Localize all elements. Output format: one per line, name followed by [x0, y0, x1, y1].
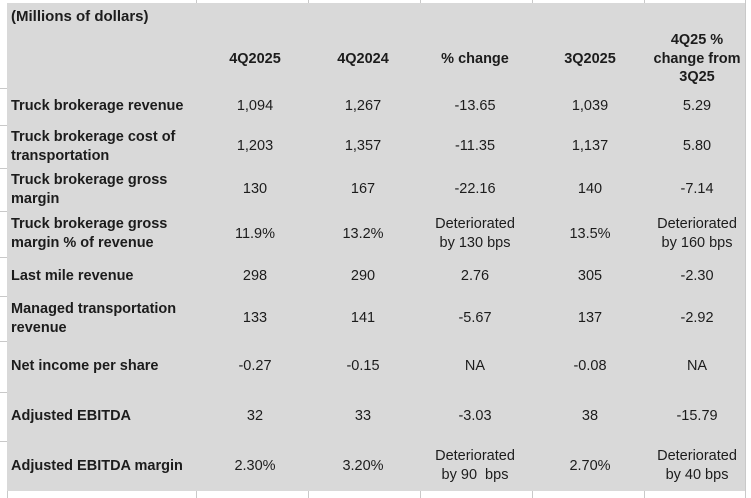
cell: 2.30% — [234, 457, 276, 474]
cell: 290 — [350, 268, 376, 285]
table-row: Truck brokerage gross margin % of revenu… — [7, 211, 745, 257]
row-label: Last mile revenue — [11, 268, 134, 285]
cell: -0.08 — [573, 358, 607, 375]
gridline-tick — [0, 168, 7, 169]
column-header-blank — [7, 30, 203, 88]
cell: -0.27 — [238, 358, 272, 375]
cell: 13.2% — [342, 225, 384, 242]
cell: Deteriorated by 130 bps — [435, 216, 515, 251]
gridline-tick — [308, 0, 309, 3]
row-label: Adjusted EBITDA margin — [11, 457, 183, 474]
cell: -3.03 — [458, 408, 492, 425]
cell: Deteriorated by 160 bps — [657, 216, 737, 251]
table-title-row: (Millions of dollars) — [7, 3, 745, 30]
table-row: Net income per share -0.27 -0.15 NA -0.0… — [7, 341, 745, 392]
gridline-tick — [644, 491, 645, 498]
gridline-tick — [196, 491, 197, 498]
gridline-tick — [7, 491, 8, 498]
gridline-tick — [644, 0, 645, 3]
cell: 1,357 — [344, 138, 382, 155]
row-label: Managed transportation revenue — [11, 300, 177, 336]
column-header-pct-change: % change — [441, 50, 509, 67]
table-row: Last mile revenue 298 290 2.76 305 -2.30 — [7, 257, 745, 296]
cell: 2.76 — [460, 268, 490, 285]
gridline-tick — [0, 441, 7, 442]
cell: NA — [686, 358, 708, 375]
cell: Deteriorated by 40 bps — [657, 448, 737, 483]
cell: 3.20% — [342, 457, 384, 474]
gridline-tick — [0, 211, 7, 212]
cell: 1,203 — [236, 138, 274, 155]
cell: -2.92 — [680, 310, 714, 327]
gridline-tick — [196, 0, 197, 3]
cell: -0.15 — [346, 358, 380, 375]
cell: 133 — [242, 310, 268, 327]
cell: -15.79 — [676, 408, 718, 425]
cell: 5.80 — [682, 138, 712, 155]
gridline-tick — [0, 392, 7, 393]
gridline-tick — [0, 257, 7, 258]
cell: 13.5% — [569, 225, 611, 242]
cell: 305 — [577, 268, 603, 285]
column-header-4q25-change-from-3q25: 4Q25 % change from 3Q25 — [653, 31, 741, 86]
gridline-tick — [0, 125, 7, 126]
cell: 298 — [242, 268, 268, 285]
gridline-tick — [532, 491, 533, 498]
cell: 33 — [354, 408, 372, 425]
cell: -13.65 — [454, 98, 496, 115]
cell: 167 — [350, 181, 376, 198]
column-header-4q2024: 4Q2024 — [337, 50, 389, 67]
gridline-tick — [0, 88, 7, 89]
cell: 140 — [577, 181, 603, 198]
row-label: Truck brokerage revenue — [11, 98, 184, 115]
table-row: Truck brokerage gross margin 130 167 -22… — [7, 168, 745, 211]
gridline-tick — [745, 0, 746, 498]
column-header-row: 4Q2025 4Q2024 % change 3Q2025 4Q25 % cha… — [7, 30, 745, 88]
cell: -7.14 — [680, 181, 714, 198]
cell: 1,039 — [571, 98, 609, 115]
table-row: Adjusted EBITDA margin 2.30% 3.20% Deter… — [7, 441, 745, 491]
gridline-tick — [0, 341, 7, 342]
cell: 137 — [577, 310, 603, 327]
cell: -22.16 — [454, 181, 496, 198]
row-label: Truck brokerage cost of transportation — [11, 128, 176, 164]
column-header-4q2025: 4Q2025 — [229, 50, 281, 67]
cell: -5.67 — [458, 310, 492, 327]
gridline-tick — [420, 491, 421, 498]
cell: 11.9% — [234, 225, 276, 242]
cell: 1,137 — [571, 138, 609, 155]
table-row: Truck brokerage cost of transportation 1… — [7, 125, 745, 168]
row-label: Truck brokerage gross margin — [11, 171, 168, 207]
financial-table-sheet: (Millions of dollars) 4Q2025 4Q2024 % ch… — [7, 3, 745, 491]
column-header-3q2025: 3Q2025 — [564, 50, 616, 67]
cell: 130 — [242, 181, 268, 198]
table-row: Managed transportation revenue 133 141 -… — [7, 296, 745, 341]
gridline-tick — [0, 296, 7, 297]
gridline-tick — [308, 491, 309, 498]
cell: NA — [464, 358, 486, 375]
table-row: Adjusted EBITDA 32 33 -3.03 38 -15.79 — [7, 392, 745, 441]
cell: 5.29 — [682, 98, 712, 115]
cell: -2.30 — [680, 268, 714, 285]
cell: 38 — [581, 408, 599, 425]
cell: 32 — [246, 408, 264, 425]
row-label: Truck brokerage gross margin % of revenu… — [11, 216, 168, 251]
cell: 1,267 — [344, 98, 382, 115]
gridline-tick — [532, 0, 533, 3]
cell: 2.70% — [569, 457, 611, 474]
gridline-tick — [420, 0, 421, 3]
cell: 141 — [350, 310, 376, 327]
row-label: Net income per share — [11, 358, 159, 375]
table-row: Truck brokerage revenue 1,094 1,267 -13.… — [7, 88, 745, 125]
row-label: Adjusted EBITDA — [11, 408, 132, 425]
table-title: (Millions of dollars) — [11, 7, 149, 25]
cell: 1,094 — [236, 98, 274, 115]
financial-table: (Millions of dollars) 4Q2025 4Q2024 % ch… — [7, 3, 745, 491]
cell: Deteriorated by 90 bps — [435, 448, 515, 483]
cell: -11.35 — [454, 138, 496, 155]
